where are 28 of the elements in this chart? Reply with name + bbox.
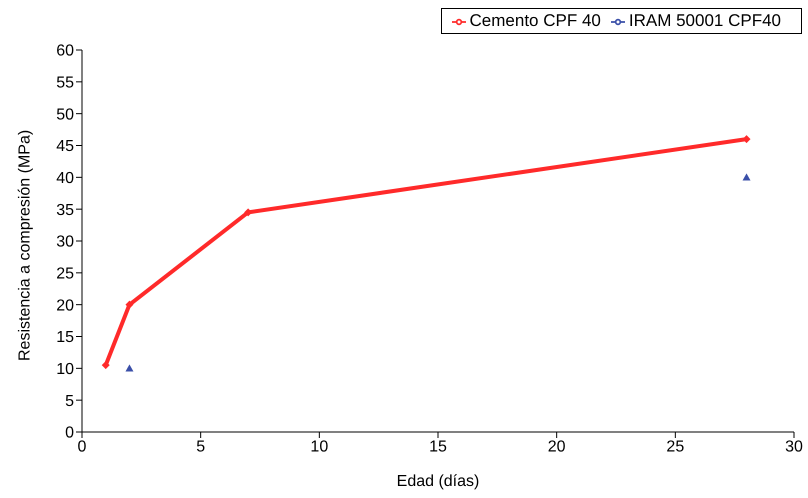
point	[125, 364, 134, 372]
legend-label: Cemento CPF 40	[470, 11, 601, 30]
y-tick-label: 45	[56, 138, 74, 156]
x-tick-label: 5	[196, 438, 206, 456]
legend-label: IRAM 50001 CPF40	[628, 11, 781, 30]
x-tick-label: 30	[785, 438, 803, 456]
y-tick-label: 25	[56, 266, 74, 283]
y-tick-label: 5	[65, 392, 74, 410]
y-tick-label: 0	[65, 424, 74, 442]
y-tick-label: 60	[56, 42, 74, 60]
y-tick-label: 35	[56, 202, 74, 219]
x-axis-title: Edad (días)	[396, 473, 480, 490]
y-axis-title: Resistencia a compresión (MPa)	[16, 130, 34, 361]
x-tick-label: 0	[78, 438, 87, 456]
x-tick-label: 20	[548, 438, 566, 456]
y-tick-label: 30	[56, 234, 74, 251]
y-tick-label: 10	[56, 361, 74, 378]
point	[102, 361, 110, 370]
x-tick-label: 15	[429, 438, 447, 456]
point	[742, 173, 751, 181]
x-tick-label: 25	[666, 438, 684, 456]
x-tick-label: 10	[310, 438, 328, 456]
y-tick-label: 40	[56, 170, 74, 188]
y-tick-label: 50	[56, 106, 74, 124]
y-tick-label: 55	[56, 74, 74, 92]
point	[125, 300, 134, 309]
y-tick-label: 20	[56, 297, 74, 314]
y-tick-label: 15	[56, 329, 74, 346]
